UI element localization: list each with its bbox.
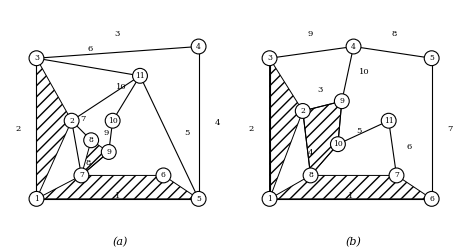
Text: 2: 2	[15, 124, 20, 132]
Text: 1: 1	[348, 192, 353, 200]
Text: 9: 9	[339, 97, 344, 105]
Circle shape	[381, 113, 396, 128]
Text: 10: 10	[359, 68, 369, 76]
Circle shape	[303, 168, 318, 183]
Text: 8: 8	[89, 136, 93, 144]
Text: 8: 8	[308, 171, 313, 179]
Text: 1: 1	[34, 195, 39, 203]
Circle shape	[262, 191, 277, 206]
Text: 5: 5	[196, 195, 201, 203]
Text: 2: 2	[301, 107, 305, 115]
Circle shape	[191, 191, 206, 206]
Text: 2: 2	[69, 117, 74, 125]
Text: 4: 4	[308, 149, 313, 157]
Text: 9: 9	[103, 129, 109, 137]
Circle shape	[29, 191, 44, 206]
Circle shape	[133, 68, 147, 83]
Text: 6: 6	[87, 45, 92, 53]
Text: 1: 1	[115, 192, 120, 200]
Circle shape	[29, 51, 44, 66]
Text: 7: 7	[394, 171, 399, 179]
Circle shape	[330, 137, 346, 152]
Text: 7: 7	[79, 171, 84, 179]
Text: 11: 11	[135, 72, 145, 80]
Text: 6: 6	[429, 195, 434, 203]
Text: 6: 6	[161, 171, 166, 179]
Circle shape	[156, 168, 171, 183]
Text: 10: 10	[116, 83, 127, 91]
Text: 3: 3	[114, 30, 119, 38]
Polygon shape	[270, 175, 432, 199]
Text: 4: 4	[196, 42, 201, 51]
Polygon shape	[36, 58, 72, 199]
Circle shape	[295, 104, 310, 118]
Text: 1: 1	[267, 195, 272, 203]
Circle shape	[262, 51, 277, 66]
Text: 4: 4	[214, 119, 220, 127]
Text: 9: 9	[307, 30, 313, 38]
Polygon shape	[82, 140, 109, 175]
Text: 10: 10	[333, 140, 343, 148]
Circle shape	[105, 113, 120, 128]
Polygon shape	[270, 58, 303, 199]
Polygon shape	[303, 101, 342, 175]
Text: 8: 8	[85, 159, 91, 167]
Circle shape	[64, 113, 79, 128]
Text: 3: 3	[317, 86, 322, 94]
Circle shape	[74, 168, 89, 183]
Text: 6: 6	[407, 143, 412, 151]
Text: 4: 4	[351, 42, 356, 51]
Text: 5: 5	[356, 126, 362, 134]
Text: 11: 11	[384, 117, 393, 125]
Text: (b): (b)	[346, 237, 362, 247]
Circle shape	[424, 51, 439, 66]
Circle shape	[191, 39, 206, 54]
Text: 3: 3	[267, 54, 272, 62]
Text: 5: 5	[184, 129, 190, 137]
Polygon shape	[36, 175, 199, 199]
Text: 3: 3	[34, 54, 39, 62]
Text: 10: 10	[108, 117, 118, 125]
Circle shape	[101, 145, 116, 159]
Circle shape	[334, 94, 349, 109]
Circle shape	[424, 191, 439, 206]
Text: 9: 9	[106, 148, 111, 156]
Text: 7: 7	[81, 115, 86, 123]
Text: 5: 5	[429, 54, 434, 62]
Circle shape	[84, 133, 99, 148]
Circle shape	[346, 39, 361, 54]
Text: (a): (a)	[113, 237, 128, 247]
Text: 2: 2	[248, 124, 254, 132]
Circle shape	[389, 168, 404, 183]
Text: 7: 7	[447, 124, 453, 132]
Text: 8: 8	[392, 30, 397, 38]
